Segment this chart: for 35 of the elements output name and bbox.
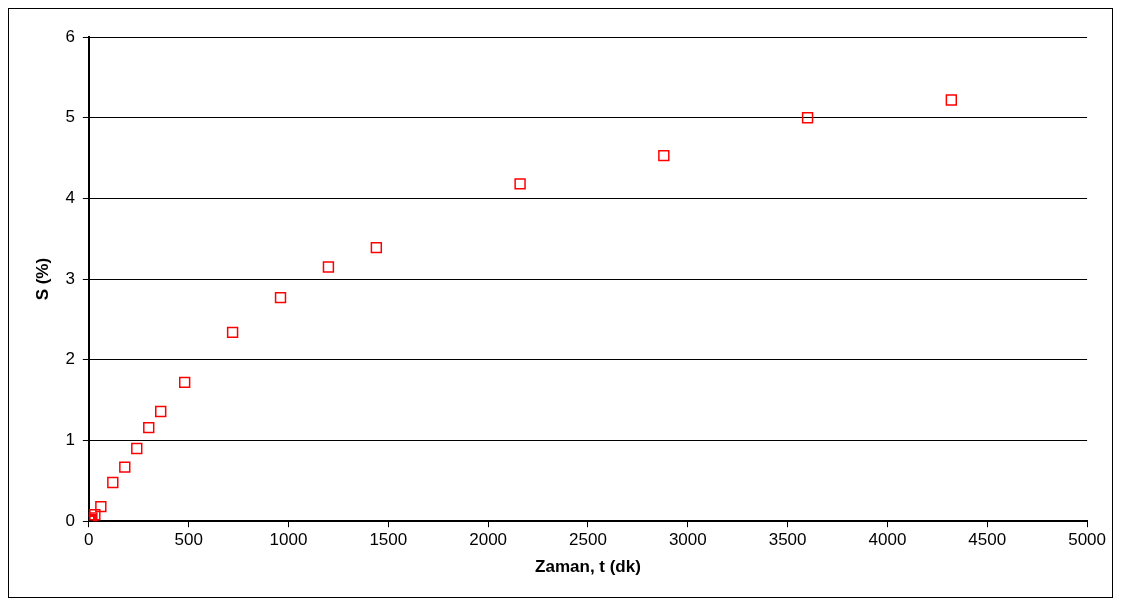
x-tick-label: 3500 [768,530,807,550]
point [95,500,107,513]
y-tick-label: 1 [65,430,75,450]
point [945,94,958,106]
x-tick-label: 2000 [469,530,508,550]
point [131,442,143,455]
point [155,405,167,418]
y-tick-label: 0 [65,510,75,530]
point [226,326,239,339]
x-tick-label: 0 [84,530,94,550]
x-tick-label: 500 [174,530,203,550]
point [107,476,119,489]
x-tick-label: 5000 [1068,530,1106,550]
x-tick-label: 1500 [369,530,408,550]
y-axis-title: S (%) [32,257,52,301]
y-tick-label: 4 [65,188,75,208]
point [658,149,670,162]
point [178,376,191,389]
point [322,261,335,273]
x-tick-label: 4000 [868,530,907,550]
point [514,178,526,190]
y-tick-label: 5 [65,107,75,127]
x-tick-label: 2500 [569,530,607,550]
point [370,241,383,254]
x-tick-label: 1000 [269,530,308,550]
x-axis-title: Zaman, t (dk) [535,557,641,577]
point [274,291,287,304]
point [119,461,131,473]
y-tick-label: 2 [65,349,75,369]
x-tick-label: 4500 [968,530,1007,550]
point [801,112,814,124]
point [143,421,155,434]
x-tick-label: 3000 [668,530,707,550]
y-tick-label: 6 [65,26,75,46]
y-tick-label: 3 [65,268,75,288]
